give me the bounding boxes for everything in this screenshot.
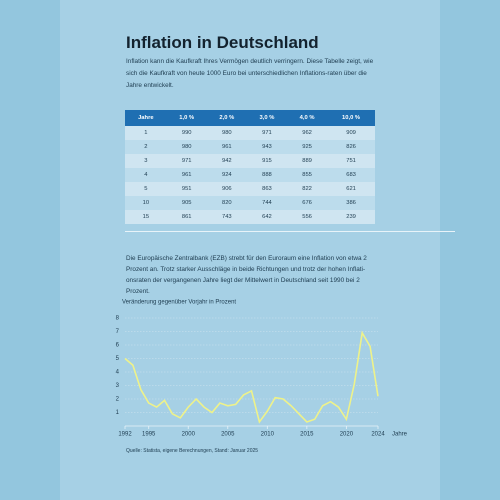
table-cell: 943	[246, 140, 288, 154]
y-tick-label: 7	[116, 329, 120, 335]
table-cell: 386	[327, 196, 375, 210]
table-cell: 822	[287, 182, 328, 196]
table-cell: 820	[206, 196, 247, 210]
table-cell: 905	[166, 196, 207, 210]
table-cell: 1	[125, 126, 167, 140]
table-header-cell: Jahre	[125, 110, 167, 126]
table-cell: 980	[166, 140, 207, 154]
table-cell: 951	[166, 182, 207, 196]
x-tick-label: 2024	[371, 432, 385, 438]
table-cell: 925	[287, 140, 328, 154]
line-series	[124, 330, 379, 424]
table-cell: 980	[206, 126, 247, 140]
table-cell: 744	[246, 196, 288, 210]
x-tick-label: 2005	[221, 432, 235, 438]
table-cell: 683	[327, 168, 375, 182]
body-text: Die Europäische Zentralbank (EZB) strebt…	[126, 255, 367, 295]
table-cell: 961	[166, 168, 207, 182]
table-cell: 924	[206, 168, 247, 182]
x-axis-label: Jahre	[392, 432, 408, 438]
y-tick-label: 1	[116, 410, 120, 416]
table-header-cell: 2,0 %	[206, 110, 247, 126]
table-row: 4 961 924 888 855 683	[125, 168, 375, 182]
source: Quelle: Statista, eigene Berechnungen, S…	[126, 448, 259, 454]
chart-subtitle: Veränderung gegenüber Vorjahr in Prozent	[122, 300, 236, 306]
table-header-cell: 3,0 %	[246, 110, 288, 126]
table-cell: 961	[206, 140, 247, 154]
y-tick-label: 3	[116, 383, 120, 389]
table-cell: 971	[246, 126, 288, 140]
table-cell: 743	[206, 210, 247, 224]
table-cell: 751	[327, 154, 375, 168]
table-cell: 621	[327, 182, 375, 196]
table-cell: 15	[125, 210, 167, 224]
table-cell: 909	[327, 126, 375, 140]
table-row: 1 990 980 971 962 909	[125, 126, 375, 140]
y-tick-label: 4	[116, 370, 120, 376]
table-cell: 10	[125, 196, 167, 210]
table-cell: 906	[206, 182, 247, 196]
table-cell: 826	[327, 140, 375, 154]
table-cell: 239	[327, 210, 375, 224]
table-cell: 971	[166, 154, 207, 168]
chart: Veränderung gegenüber Vorjahr in Prozent…	[116, 300, 408, 438]
x-tick-label: 2020	[340, 432, 354, 438]
table-cell: 888	[246, 168, 288, 182]
table-cell: 962	[287, 126, 328, 140]
table-cell: 915	[246, 154, 288, 168]
table-header-cell: 10,0 %	[327, 110, 375, 126]
x-tick-label: 2015	[300, 432, 314, 438]
title: Inflation in Deutschland	[126, 33, 319, 52]
table-cell: 642	[246, 210, 288, 224]
table-header-cell: 1,0 %	[166, 110, 207, 126]
y-tick-label: 8	[116, 316, 120, 322]
table-cell: 855	[287, 168, 328, 182]
table-cell: 676	[287, 196, 328, 210]
y-tick-label: 2	[116, 397, 120, 403]
table-row: 5 951 906 863 822 621	[125, 182, 375, 196]
table-cell: 556	[287, 210, 328, 224]
x-tick-label: 2000	[182, 432, 196, 438]
y-tick-label: 6	[116, 343, 120, 349]
table-cell: 4	[125, 168, 167, 182]
table-row: 2 980 961 943 925 826	[125, 140, 375, 154]
table-cell: 5	[125, 182, 167, 196]
y-tick-label: 5	[116, 356, 120, 362]
table-cell: 990	[166, 126, 207, 140]
intro: Inflation kann die Kaufkraft Ihres Vermö…	[126, 58, 374, 89]
table-header-cell: 4,0 %	[287, 110, 328, 126]
table-row: 10 905 820 744 676 386	[125, 196, 375, 210]
separator	[125, 231, 455, 232]
table-row: 3 971 942 915 889 751	[125, 154, 375, 168]
table-cell: 2	[125, 140, 167, 154]
x-tick-label: 1992	[118, 432, 132, 438]
table-cell: 889	[287, 154, 328, 168]
table-cell: 942	[206, 154, 247, 168]
table-row: 15 861 743 642 556 239	[125, 210, 375, 224]
x-tick-label: 2010	[261, 432, 275, 438]
document: Inflation in Deutschland Inflation kann …	[60, 0, 455, 500]
table-cell: 863	[246, 182, 288, 196]
x-tick-label: 1995	[142, 432, 156, 438]
table-cell: 861	[166, 210, 207, 224]
table: Jahre 1,0 % 2,0 % 3,0 % 4,0 % 10,0 % 1 990 980 97…	[125, 110, 375, 224]
table-cell: 3	[125, 154, 167, 168]
